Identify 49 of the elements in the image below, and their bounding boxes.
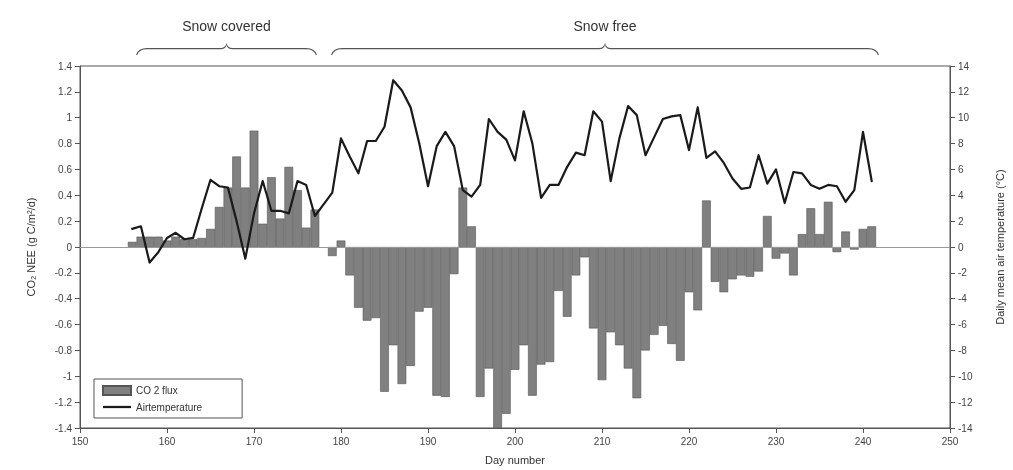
y2-tick-label: 8: [958, 138, 964, 150]
x-tick-label: 170: [245, 435, 263, 447]
x-tick-label: 240: [854, 435, 872, 447]
y-tick-label: -0.4: [54, 293, 73, 305]
x-tick-label: 190: [419, 435, 437, 447]
y-tick-label: -1.4: [54, 422, 73, 434]
y2-tick-label: 6: [958, 163, 964, 175]
x-tick-label: 160: [158, 435, 176, 447]
y2-tick-label: -8: [958, 344, 968, 356]
y-tick-label: 1.4: [58, 60, 73, 72]
x-tick-label: 200: [506, 435, 524, 447]
y-tick-label: 0: [66, 241, 73, 253]
text: Snow covered: [182, 18, 271, 34]
y-tick-label: 1.2: [58, 86, 73, 98]
y-axis-title: CO₂ NEE (g C/m²/d): [24, 197, 37, 297]
y-tick-label: 0.2: [58, 215, 73, 227]
y2-tick-label: 0: [958, 241, 964, 253]
y2-tick-label: -4: [958, 293, 968, 305]
y-tick-label: 0.6: [58, 163, 73, 175]
x-tick-label: 230: [767, 435, 785, 447]
y2-tick-label: 14: [958, 60, 970, 72]
text: Snow free: [573, 18, 637, 34]
y-tick-label: -1.2: [54, 396, 73, 408]
x-tick-label: 210: [593, 435, 611, 447]
x-tick-label: 150: [71, 435, 89, 447]
y-tick-label: 0.8: [58, 138, 73, 150]
y-tick-label: -0.8: [54, 344, 73, 356]
y2-tick-label: 2: [958, 215, 964, 227]
y-tick-label: -0.6: [54, 319, 73, 331]
y2-tick-label: 12: [958, 86, 970, 98]
y2-tick-label: -10: [958, 370, 973, 382]
x-axis-title: Day number: [485, 453, 546, 466]
legend-label: CO 2 flux: [136, 385, 178, 396]
y2-tick-label: -12: [958, 396, 973, 408]
y2-axis-title: Daily mean air temperature (°C): [993, 169, 1006, 325]
y2-tick-label: -2: [958, 267, 968, 279]
y-tick-label: -0.2: [54, 267, 73, 279]
y2-tick-label: 10: [958, 112, 970, 124]
legend-label: Airtemperature: [136, 401, 203, 413]
y-tick-label: 1: [66, 112, 73, 124]
x-tick-label: 180: [332, 435, 350, 447]
x-tick-label: 220: [680, 435, 698, 447]
y-tick-label: 0.4: [58, 189, 73, 201]
y2-tick-label: -14: [958, 422, 973, 434]
y-tick-label: -1: [63, 370, 73, 382]
line-series: [131, 79, 873, 264]
y2-tick-label: 4: [958, 189, 964, 201]
y2-tick-label: -6: [958, 319, 968, 331]
x-tick-label: 250: [941, 435, 959, 447]
